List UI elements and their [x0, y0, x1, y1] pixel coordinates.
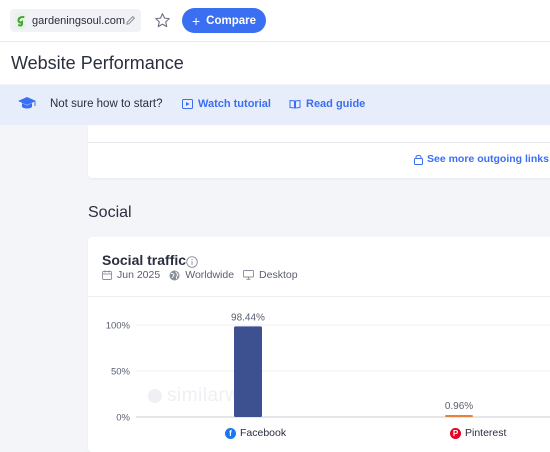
- card-divider: [88, 142, 550, 143]
- bar-value-label: 0.96%: [445, 401, 473, 412]
- legend-facebook[interactable]: f Facebook: [225, 427, 286, 439]
- graduation-cap-icon: [17, 96, 37, 112]
- edit-pencil-icon[interactable]: [125, 14, 136, 28]
- social-traffic-title: Social traffic: [102, 252, 187, 268]
- title-bar: [0, 42, 550, 84]
- device-label: Desktop: [259, 269, 298, 281]
- social-traffic-chart: 0% 50% 100% 98.44% 0.96%: [106, 312, 550, 424]
- watch-tutorial-link[interactable]: Watch tutorial: [182, 98, 271, 110]
- card-header-divider: [88, 296, 550, 297]
- date-label: Jun 2025: [117, 269, 161, 281]
- calendar-icon: [102, 270, 112, 280]
- bar-pinterest[interactable]: [445, 415, 473, 417]
- y-tick-label: 0%: [116, 413, 130, 424]
- outgoing-link-label: See more outgoing links: [427, 153, 549, 165]
- page-title: Website Performance: [11, 53, 184, 73]
- favorite-star-icon[interactable]: [153, 11, 171, 29]
- date-filter[interactable]: Jun 2025: [102, 269, 160, 281]
- domain-chip[interactable]: gardeningsoul.com: [10, 9, 141, 32]
- help-prompt: Not sure how to start?: [50, 98, 163, 110]
- outgoing-links-card: [88, 125, 550, 178]
- bar-value-label: 98.44%: [231, 312, 265, 323]
- y-tick-label: 100%: [106, 321, 131, 332]
- facebook-icon: f: [225, 427, 236, 439]
- legend-label-pinterest: Pinterest: [465, 427, 507, 439]
- site-favicon-icon: [15, 12, 27, 29]
- read-guide-link[interactable]: Read guide: [289, 98, 365, 110]
- legend-label-facebook: Facebook: [240, 427, 287, 439]
- y-tick-label: 50%: [111, 367, 131, 378]
- section-title-social: Social: [88, 204, 132, 221]
- legend-pinterest[interactable]: P Pinterest: [450, 427, 506, 439]
- bar-facebook[interactable]: [234, 326, 262, 417]
- pinterest-icon: P: [450, 427, 461, 439]
- device-filter[interactable]: Desktop: [243, 269, 298, 281]
- region-filter[interactable]: Worldwide: [169, 269, 234, 281]
- social-traffic-card: [88, 237, 550, 452]
- help-bar: [0, 85, 550, 125]
- compare-label: Compare: [206, 14, 257, 27]
- region-label: Worldwide: [185, 269, 235, 281]
- card-meta: Jun 2025 Worldwide Desktop: [102, 269, 307, 281]
- watch-tutorial-label: Watch tutorial: [198, 98, 271, 110]
- globe-icon: [169, 270, 180, 280]
- desktop-icon: [243, 270, 254, 280]
- see-more-outgoing-links[interactable]: See more outgoing links: [414, 153, 549, 165]
- video-icon: [182, 99, 193, 109]
- domain-text: gardeningsoul.com: [32, 14, 125, 27]
- lock-icon: [414, 154, 423, 165]
- read-guide-label: Read guide: [306, 98, 366, 110]
- info-icon[interactable]: [186, 255, 198, 268]
- compare-button[interactable]: + Compare: [182, 8, 266, 33]
- similarweb-logo-icon: [148, 389, 162, 403]
- plus-icon: +: [191, 12, 201, 29]
- book-icon: [289, 99, 301, 109]
